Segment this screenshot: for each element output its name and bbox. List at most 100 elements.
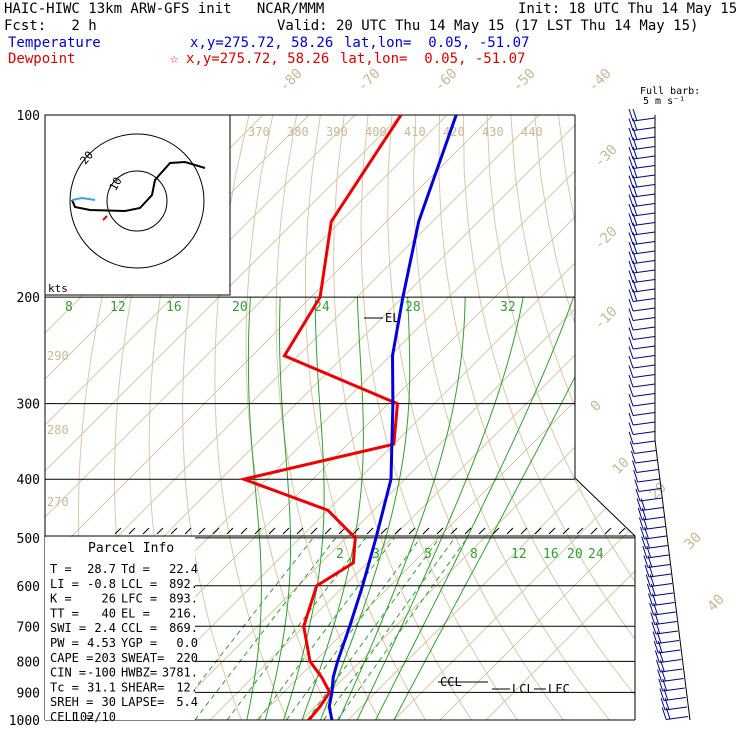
mixing-ratio-label: 5 [424,547,432,562]
parcel-info-value: 40 [102,606,116,620]
valid-time: Valid: 20 UTC Thu 14 May 15 (17 LST Thu … [277,18,699,34]
dry-adiabat-line [182,115,248,720]
right-frame [574,115,636,720]
isotherm-label: -40 [586,66,615,95]
wind-barb [635,459,658,464]
pressure-tick-label: 900 [17,686,40,701]
hatch-mark [366,527,374,535]
parcel-info-value: -0.8 [87,577,116,591]
pressure-tick-label: 400 [17,473,40,488]
wind-barb-flag [662,678,668,692]
moist-adiabat-line [393,296,616,720]
wind-barb-flag [628,308,634,321]
temperature-xy: x,y=275.72, 58.26 [190,35,334,51]
hatch-mark [590,527,598,535]
hatch-mark [184,527,192,535]
dry-adiabat-line [438,115,635,720]
parcel-info-value: 2.4 [94,621,116,635]
wind-barb [632,307,656,312]
parcel-info-value: 216. [169,606,198,620]
theta-label: 290 [47,349,69,363]
hatch-mark [268,527,276,535]
wind-barb-flag [640,498,646,511]
dry-adiabat-line [462,115,635,720]
wind-barb-flag [640,526,645,540]
isotherm-line [209,115,635,720]
parcel-info-value: PW = [50,636,79,650]
pressure-tick-label: 1000 [9,714,40,729]
parcel-info-value: LI = [50,577,79,591]
wind-barb-flag [628,298,634,312]
wind-barb [632,355,656,359]
wind-barb-flag [628,289,634,302]
wind-barb [636,469,659,473]
pressure-tick-label: 600 [17,580,40,595]
wind-barb-flag [649,574,655,587]
parcel-info-value: 892. [169,577,198,591]
wind-barb-flag [628,422,634,435]
wind-barb-flag [644,526,649,540]
wind-barb-flag [628,365,634,378]
theta-label: 280 [47,423,69,437]
wind-barb-flag [660,659,665,673]
wind-barb-flag [644,564,650,578]
wind-barb-flag [628,165,634,179]
theta-label: 380 [287,125,309,139]
profiles [238,115,458,720]
barb-staff [654,439,691,721]
mixing-ratio-line [194,537,337,720]
theta-label: 440 [521,125,543,139]
moist-adiabat-label: 12 [110,300,126,315]
wind-barb-flag [663,688,669,701]
wind-barb-flag [628,336,634,350]
parcel-info-value: YGP = [121,636,157,650]
wind-barb-flag [646,583,652,597]
wind-barb-flag [628,374,634,388]
pressure-tick-label: 500 [17,532,40,547]
hodograph-unit: kts [48,282,68,295]
wind-barb-flag [632,108,638,122]
wind-barb-flag [628,270,634,283]
mixing-ratio-label: 3 [372,547,380,562]
moist-adiabat-label: 24 [314,300,330,315]
annotation-ccl: CCL [440,675,462,689]
wind-barb-flag [632,241,638,255]
isotherm-label: 10 [610,455,633,478]
wind-barb-flag [660,697,666,711]
wind-barb-flag [632,251,638,264]
isotherm-label: -80 [277,66,306,95]
wind-barb [632,326,656,331]
hatch-mark [464,527,472,535]
dewpoint-latlon: lat,lon= 0.05, -51.07 [340,51,526,67]
wind-barb-flag [628,175,634,188]
wind-barb [632,345,656,350]
wind-barb-flag [656,659,661,673]
hatch-mark [282,527,290,535]
hatch-mark [352,527,360,535]
wind-barb-flag [656,631,662,644]
parcel-info-value: SREH = [50,695,93,709]
hatch-mark [562,527,570,535]
wind-barb [633,440,656,445]
parcel-info-value: 220 [176,651,198,665]
parcel-info-value: 869. [169,621,198,635]
parcel-info-value: CAPE = [50,651,93,665]
wind-barb-flag [658,678,664,692]
wind-barb [638,488,661,492]
hatch-mark [436,527,444,535]
wind-barb [634,450,657,454]
wind-barb-flag [649,602,655,616]
wind-barb-flag [651,621,657,635]
wind-barb-flag [636,498,642,511]
dry-adiabat-line [333,115,481,720]
parcel-info-value: Tc = [50,680,79,694]
hatch-mark [114,527,122,535]
wind-barb [632,412,656,416]
wind-barb-flag [632,460,638,473]
wind-barb-flag [652,593,657,606]
wind-barb-flag [632,270,638,283]
wind-barb [632,317,656,321]
hatch-mark [380,527,388,535]
parcel-info-value: T = [50,562,72,576]
hatch-mark [548,527,556,535]
